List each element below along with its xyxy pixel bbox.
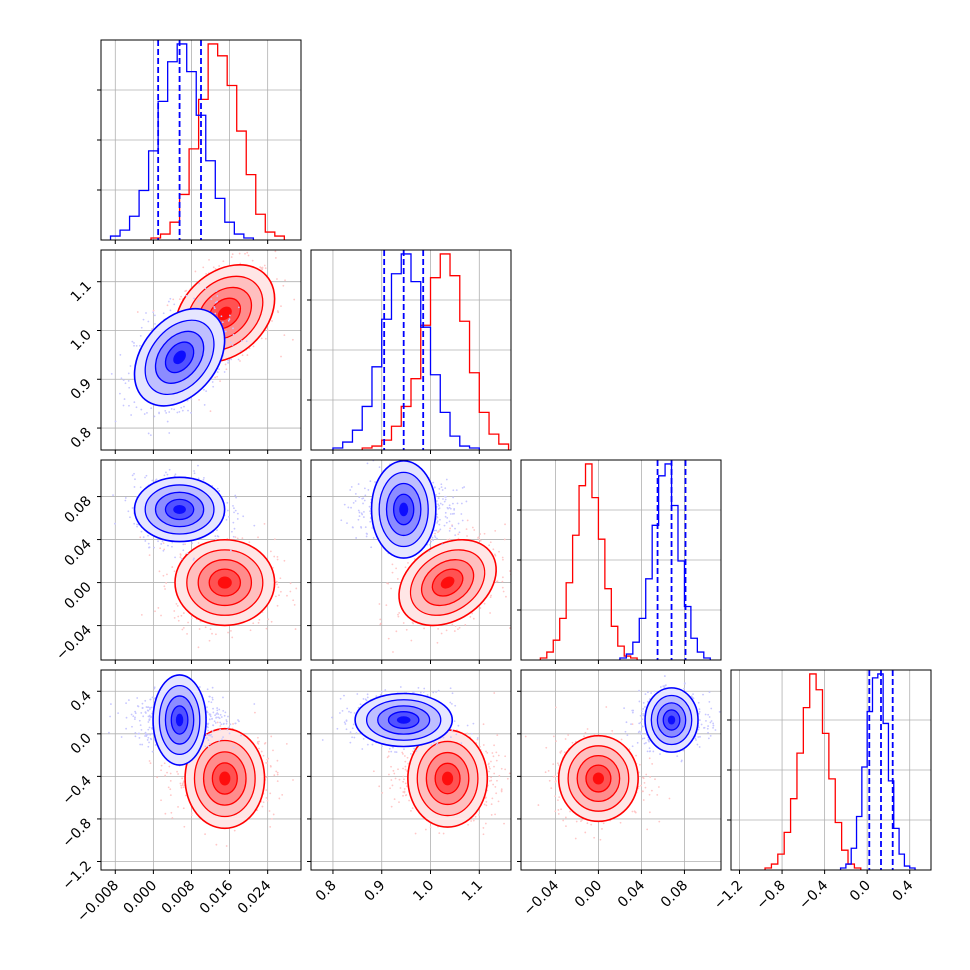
axes-frame (100, 249, 302, 451)
axes-frame (100, 669, 302, 871)
y-tick-label: 0.04 (61, 536, 94, 569)
histogram-series-1 (839, 673, 916, 870)
x-tick-label: −0.8 (754, 878, 789, 913)
y-tick-label: 1.1 (68, 278, 95, 305)
axes-frame (100, 39, 302, 241)
x-tick-label: 0.024 (235, 877, 275, 917)
contour-panel-2-0: −0.04 0.00 0.04 0.08 (53, 459, 302, 664)
x-tick-label: 1.1 (459, 878, 486, 905)
x-tick-label: 0.4 (889, 877, 916, 904)
x-tick-label: −0.04 (521, 877, 563, 919)
x-tick-label: 0.08 (658, 878, 691, 911)
x-tick-label: 0.04 (615, 877, 648, 910)
histogram-series-1 (619, 463, 711, 660)
x-tick-label: 0.016 (197, 877, 237, 917)
axes-frame (100, 459, 302, 661)
contour-panel-2-1 (307, 459, 512, 664)
x-tick-label: −0.008 (74, 878, 122, 926)
axes-frame (310, 459, 512, 661)
contour-level-4 (592, 772, 605, 785)
histogram-series-0 (150, 43, 285, 240)
contour-panel-1-0: 0.8 0.9 1.0 1.1 (68, 249, 302, 454)
x-tick-label: −0.4 (796, 877, 831, 912)
axes-frame (520, 669, 722, 871)
y-tick-label: 0.9 (68, 376, 95, 403)
contour-level-4 (175, 713, 184, 727)
x-tick-label: 0.0 (847, 878, 874, 905)
contour-level-4 (219, 771, 231, 786)
y-tick-label: −0.4 (59, 773, 94, 808)
histogram-series-1 (332, 253, 480, 450)
histogram-panel-3: −1.2 −0.8 −0.4 0.0 0.4 (711, 669, 932, 913)
contour-level-4 (217, 576, 232, 589)
x-tick-label: 0.8 (313, 878, 340, 905)
contour-level-4 (442, 771, 454, 786)
x-tick-label: 0.9 (362, 878, 389, 905)
axes-frame (310, 249, 512, 451)
contour-level-4 (399, 502, 409, 517)
histogram-panel-2 (517, 459, 722, 664)
y-tick-label: 0.0 (68, 730, 95, 757)
contour-panel-3-2: −0.04 0.00 0.04 0.08 (517, 669, 722, 919)
axes-frame (520, 459, 722, 661)
y-tick-label: 0.08 (61, 493, 94, 526)
contour-level-4 (440, 576, 455, 589)
x-tick-label: 0.008 (159, 878, 199, 918)
x-tick-label: 0.00 (572, 878, 605, 911)
histogram-panel-1 (307, 249, 512, 454)
y-tick-label: 1.0 (68, 327, 95, 354)
y-tick-label: −0.04 (53, 622, 95, 664)
y-tick-label: 0.00 (61, 579, 94, 612)
histogram-series-0 (764, 673, 862, 870)
contour-panel-3-0: −1.2 −0.8 −0.4 0.0 0.4 −0.0080.0000.0080.0160… (59, 669, 302, 926)
contour-level-4 (396, 716, 411, 724)
axes-frame (730, 669, 932, 871)
x-tick-label: 1.0 (410, 878, 437, 905)
contour-panel-3-1: 0.8 0.9 1.0 1.1 (307, 669, 512, 905)
x-tick-label: −1.2 (711, 878, 746, 913)
x-tick-label: 0.000 (121, 878, 161, 918)
axes-frame (310, 669, 512, 871)
histogram-series-0 (539, 463, 638, 660)
contour-level-4 (173, 504, 186, 514)
y-tick-label: 0.4 (68, 688, 95, 715)
contour-level-4 (667, 715, 676, 725)
y-tick-label: −0.8 (59, 815, 94, 850)
histogram-series-1 (109, 43, 255, 240)
y-tick-label: −1.2 (59, 858, 94, 893)
histogram-panel-0 (97, 39, 302, 244)
y-tick-label: 0.8 (68, 425, 95, 452)
contour-level-4 (173, 350, 186, 365)
